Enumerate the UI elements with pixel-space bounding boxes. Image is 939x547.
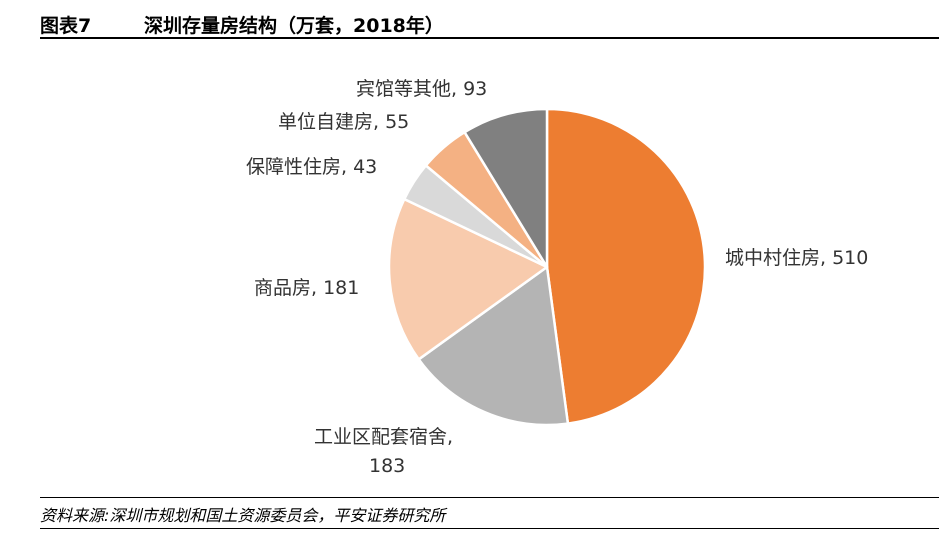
pie-slice-5 — [463, 107, 549, 269]
source-bar: 资料来源:深圳市规划和国土资源委员会，平安证券研究所 — [40, 497, 939, 529]
data-label-hotel-other: 宾馆等其他, 93 — [356, 78, 487, 100]
pie-slice-0 — [545, 107, 707, 425]
data-label-industrial-dorm-value: 183 — [369, 455, 405, 477]
data-label-affordable: 保障性住房, 43 — [246, 156, 377, 178]
data-label-unit-built: 单位自建房, 55 — [278, 111, 409, 133]
data-label-city-village: 城中村住房, 510 — [725, 247, 868, 269]
pie-slice-1 — [417, 265, 570, 427]
figure-number: 图表7 — [40, 15, 92, 37]
data-labels: 城中村住房, 510 工业区配套宿舍, 183 商品房, 181 保障性住房, … — [246, 78, 868, 477]
figure-title: 深圳存量房结构（万套，2018年） — [144, 15, 444, 37]
pie-slice-2 — [387, 197, 549, 361]
pie-slices — [387, 107, 707, 427]
data-label-industrial-dorm: 工业区配套宿舍, — [314, 426, 453, 448]
source-note: 资料来源:深圳市规划和国土资源委员会，平安证券研究所 — [40, 506, 446, 525]
figure-title-bar: 图表7 深圳存量房结构（万套，2018年） — [40, 9, 939, 39]
data-label-commercial: 商品房, 181 — [254, 277, 359, 299]
